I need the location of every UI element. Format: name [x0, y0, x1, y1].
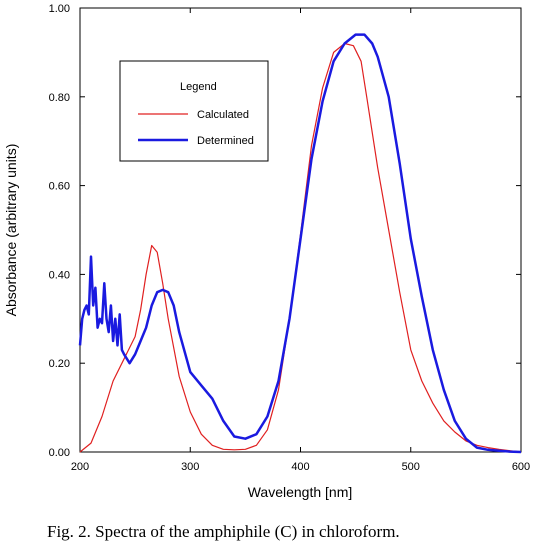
legend: Legend Calculated Determined	[119, 60, 269, 162]
y-tick-label: 0.40	[49, 269, 70, 281]
x-tick-label: 200	[71, 461, 89, 473]
x-tick-label: 400	[291, 461, 309, 473]
x-tick-label: 500	[402, 461, 420, 473]
x-tick-label: 300	[181, 461, 199, 473]
legend-label-calculated: Calculated	[197, 109, 249, 121]
y-tick-label: 0.00	[49, 447, 70, 459]
y-tick-label: 0.20	[49, 358, 70, 370]
legend-box	[119, 60, 269, 162]
figure-caption: Fig. 2. Spectra of the amphiphile (C) in…	[47, 522, 400, 541]
legend-title: Legend	[180, 81, 217, 93]
y-axis-ticks: 0.00 0.20 0.40 0.60 0.80 1.00	[49, 3, 521, 459]
y-tick-label: 1.00	[49, 3, 70, 15]
series-line-determined	[78, 33, 522, 454]
series-layer	[78, 33, 522, 454]
y-axis-title: Absorbance (arbitrary units)	[3, 144, 19, 317]
y-tick-label: 0.80	[49, 92, 70, 104]
x-axis-title: Wavelength [nm]	[248, 484, 353, 500]
legend-label-determined: Determined	[197, 135, 254, 147]
x-axis-ticks: 200 300 400 500 600	[71, 8, 530, 473]
x-tick-label: 600	[512, 461, 530, 473]
y-tick-label: 0.60	[49, 181, 70, 193]
spectra-chart: 0.00 0.20 0.40 0.60 0.80 1.00 200 300 400 500 600…	[3, 3, 530, 500]
